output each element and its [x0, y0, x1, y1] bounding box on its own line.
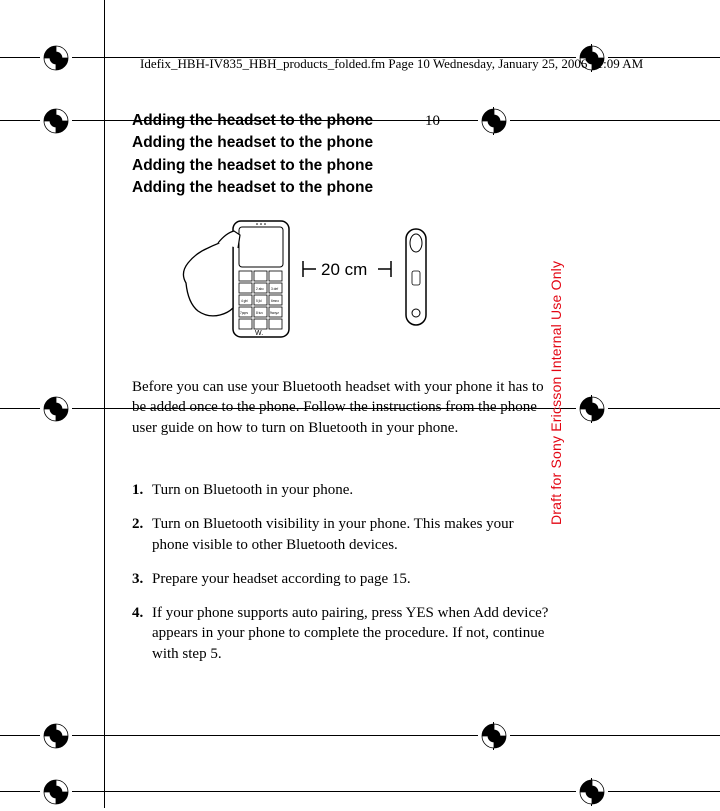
crop-line	[0, 57, 40, 58]
headings-block: Adding the headset to the phoneAdding th…	[132, 110, 373, 200]
svg-text:6mno: 6mno	[271, 299, 279, 303]
svg-text:7pqrs: 7pqrs	[240, 311, 248, 315]
crop-line	[510, 120, 720, 121]
crop-line	[72, 791, 576, 792]
step-number: 1.	[132, 480, 152, 500]
page-number: 10	[425, 113, 440, 130]
step-number: 2.	[132, 514, 152, 555]
step-item: 3.Prepare your headset according to page…	[132, 569, 550, 589]
crop-line	[72, 735, 478, 736]
crop-line	[0, 791, 40, 792]
section-heading: Adding the headset to the phone	[132, 110, 373, 132]
steps-list: 1.Turn on Bluetooth in your phone.2.Turn…	[132, 480, 550, 678]
step-text: If your phone supports auto pairing, pre…	[152, 603, 550, 664]
step-item: 4.If your phone supports auto pairing, p…	[132, 603, 550, 664]
header-filepath: Idefix_HBH-IV835_HBH_products_folded.fm …	[140, 56, 643, 72]
registration-mark-icon	[578, 778, 606, 806]
svg-text:2 abc: 2 abc	[256, 287, 264, 291]
registration-mark-icon	[42, 44, 70, 72]
step-text: Turn on Bluetooth in your phone.	[152, 480, 550, 500]
crop-line	[0, 408, 40, 409]
crop-line	[104, 0, 105, 808]
hand-phone-icon: 2 abc 3 def 4 ghi 5 jkl 6mno 7pqrs 8 tuv 9wxy…	[183, 221, 289, 337]
pairing-illustration: 2 abc 3 def 4 ghi 5 jkl 6mno 7pqrs 8 tuv 9wxy…	[178, 213, 468, 349]
step-text: Prepare your headset according to page 1…	[152, 569, 550, 589]
step-number: 4.	[132, 603, 152, 664]
registration-mark-icon	[42, 722, 70, 750]
crop-line	[608, 408, 720, 409]
registration-mark-icon	[42, 107, 70, 135]
step-item: 1.Turn on Bluetooth in your phone.	[132, 480, 550, 500]
svg-text:5 jkl: 5 jkl	[256, 299, 262, 303]
crop-line	[0, 735, 40, 736]
svg-text:4 ghi: 4 ghi	[241, 299, 248, 303]
intro-paragraph: Before you can use your Bluetooth headse…	[132, 377, 550, 438]
distance-label: 20 cm	[321, 260, 367, 279]
registration-mark-icon	[480, 107, 508, 135]
registration-mark-icon	[42, 778, 70, 806]
crop-line	[0, 120, 40, 121]
crop-line	[510, 735, 720, 736]
svg-text:9wxyz: 9wxyz	[270, 311, 279, 315]
crop-line	[608, 791, 720, 792]
step-text: Turn on Bluetooth visibility in your pho…	[152, 514, 550, 555]
svg-text:8 tuv: 8 tuv	[256, 311, 263, 315]
registration-mark-icon	[480, 722, 508, 750]
svg-text:3 def: 3 def	[271, 287, 278, 291]
section-heading: Adding the headset to the phone	[132, 155, 373, 177]
registration-mark-icon	[42, 395, 70, 423]
section-heading: Adding the headset to the phone	[132, 132, 373, 154]
svg-text:W.: W.	[255, 330, 263, 337]
draft-watermark: Draft for Sony Ericsson Internal Use Onl…	[548, 261, 564, 525]
step-item: 2.Turn on Bluetooth visibility in your p…	[132, 514, 550, 555]
section-heading: Adding the headset to the phone	[132, 177, 373, 199]
step-number: 3.	[132, 569, 152, 589]
headset-icon	[406, 229, 426, 325]
registration-mark-icon	[578, 395, 606, 423]
